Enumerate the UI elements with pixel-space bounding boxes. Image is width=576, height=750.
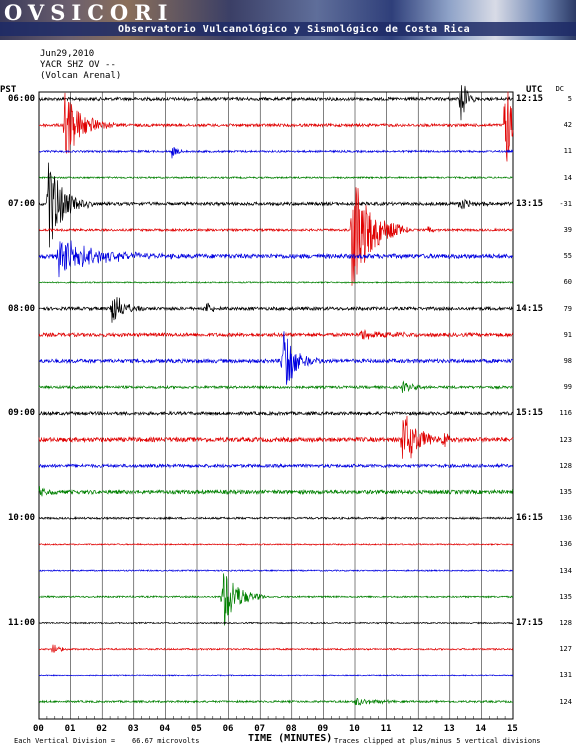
- seismic-trace: [38, 542, 514, 546]
- seismic-trace: [38, 674, 514, 677]
- seismic-trace: [38, 280, 514, 284]
- right-time-label: 12:15: [516, 94, 544, 104]
- dc-offset-label: 5: [567, 95, 572, 103]
- x-tick-label: 10: [349, 724, 360, 734]
- dc-offset-label: 134: [559, 566, 572, 575]
- seismic-trace: [38, 85, 514, 121]
- seismic-trace: [38, 297, 514, 323]
- dc-offset-label: 42: [563, 121, 572, 130]
- seismic-trace: [39, 698, 514, 706]
- seismic-trace: [38, 240, 514, 278]
- dc-offset-label: 128: [559, 461, 572, 470]
- x-tick-label: 00: [33, 724, 44, 734]
- left-time-label: 06:00: [8, 94, 36, 104]
- right-time-label: 15:15: [516, 408, 544, 419]
- x-tick-label: 03: [127, 724, 139, 734]
- left-time-label: 08:00: [8, 303, 36, 314]
- x-tick-label: 01: [64, 724, 76, 734]
- seismic-trace: [38, 569, 514, 573]
- seismic-trace: [38, 515, 514, 521]
- dc-offset-label: 127: [559, 645, 572, 654]
- banner-title-strip: [0, 22, 576, 36]
- x-tick-label: 14: [475, 724, 487, 734]
- banner-subtitle: Observatorio Vulcanológico y Sismológico…: [118, 24, 471, 35]
- dc-offset-label: 60: [563, 278, 572, 287]
- dc-column-header: DC: [555, 85, 564, 93]
- dc-offset-label: 128: [559, 619, 572, 627]
- dc-offset-label: 55: [563, 252, 572, 261]
- dc-offset-label: 91: [563, 330, 572, 339]
- seismic-trace: [38, 175, 514, 180]
- volcano-name: (Volcan Arenal): [40, 71, 122, 81]
- x-tick-label: 09: [317, 724, 329, 734]
- station-code: YACR SHZ OV --: [40, 60, 116, 70]
- clipping-note: Traces clipped at plus/minus 5 vertical …: [334, 737, 541, 745]
- seismic-trace: [38, 331, 514, 385]
- seismic-trace: [38, 573, 514, 626]
- seismic-trace: [38, 486, 514, 497]
- x-tick-label: 11: [380, 724, 392, 734]
- x-axis-title: TIME (MINUTES): [248, 733, 333, 744]
- left-time-label: 07:00: [8, 198, 36, 209]
- seismic-trace: [38, 91, 514, 162]
- dc-offset-label: -31: [559, 199, 572, 208]
- record-date: Jun29,2010: [40, 49, 95, 59]
- dc-offset-label: 79: [563, 304, 572, 313]
- right-time-label: 14:15: [516, 303, 544, 314]
- seismic-trace: [38, 415, 514, 459]
- x-tick-label: 07: [254, 724, 266, 734]
- dc-offset-label: 11: [563, 147, 572, 156]
- dc-offset-label: 99: [563, 383, 572, 392]
- dc-offset-label: 14: [563, 173, 572, 182]
- x-tick-label: 13: [443, 724, 455, 734]
- x-tick-label: 02: [96, 724, 108, 734]
- seismic-trace: [39, 187, 514, 286]
- seismic-trace: [38, 462, 514, 469]
- x-tick-label: 15: [507, 724, 518, 734]
- seismic-trace: [38, 162, 514, 248]
- right-time-label: 16:15: [516, 513, 544, 524]
- x-tick-label: 06: [222, 724, 234, 734]
- dc-offset-label: 136: [559, 514, 572, 523]
- dc-offset-label: 98: [563, 357, 572, 365]
- seismic-trace: [38, 644, 514, 653]
- left-time-label: 10:00: [8, 513, 36, 524]
- dc-offset-label: 123: [559, 435, 572, 444]
- seismic-trace: [38, 146, 514, 159]
- banner-logo: OVSICORI: [4, 0, 174, 25]
- seismic-trace: [38, 621, 514, 625]
- x-tick-label: 04: [159, 724, 171, 734]
- seismic-trace: [38, 380, 514, 393]
- x-tick-label: 12: [412, 724, 424, 734]
- dc-offset-label: 124: [559, 697, 572, 706]
- dc-offset-label: 135: [559, 488, 572, 496]
- plot-frame: [38, 91, 514, 720]
- right-time-label: 13:15: [516, 198, 544, 209]
- seismic-trace: [38, 329, 514, 340]
- dc-offset-label: 135: [559, 592, 572, 601]
- left-timezone-label: PST: [0, 85, 17, 95]
- vertical-scale-note: Each Vertical Division = 66.67 microvolt…: [14, 737, 200, 745]
- dc-offset-label: 116: [559, 409, 572, 418]
- x-tick-label: 08: [285, 724, 297, 734]
- left-time-label: 11:00: [8, 618, 36, 628]
- left-time-label: 09:00: [8, 408, 36, 419]
- dc-offset-label: 39: [563, 226, 572, 234]
- x-tick-label: 05: [191, 724, 202, 734]
- ovsicori-banner: OVSICORI Observatorio Vulcanológico y Si…: [0, 0, 576, 40]
- seismic-trace: [38, 410, 514, 417]
- dc-offset-label: 136: [559, 540, 572, 549]
- dc-offset-label: 131: [559, 671, 572, 680]
- right-timezone-label: UTC: [526, 85, 543, 95]
- right-time-label: 17:15: [516, 618, 544, 628]
